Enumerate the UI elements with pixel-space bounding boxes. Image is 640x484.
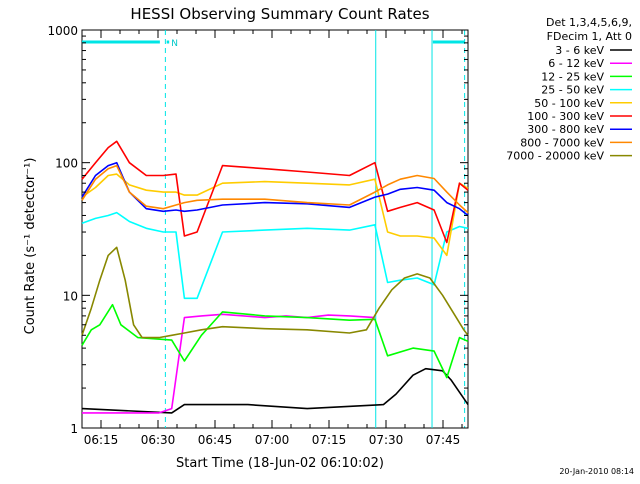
x-tick-label: 06:15 xyxy=(84,433,119,447)
legend-label: 800 - 7000 keV xyxy=(520,136,604,149)
series-line-3-6-kev xyxy=(81,367,469,414)
legend-header-line-1: Det 1,3,4,5,6,9, xyxy=(546,16,632,29)
legend-label: 100 - 300 keV xyxy=(527,110,604,123)
x-tick-label: 06:30 xyxy=(141,433,176,447)
series-layer xyxy=(81,140,469,414)
series-line-25-50-kev xyxy=(81,211,469,300)
x-tick-label: 07:45 xyxy=(426,433,461,447)
attenuator-label: N xyxy=(171,39,178,49)
attenuator-bars: N xyxy=(82,39,465,49)
y-tick-label: 1000 xyxy=(47,24,78,38)
axes: 06:15 06:30 06:45 07:00 07:15 07:30 07:45 1 10 10… xyxy=(47,24,468,447)
legend-label: 50 - 100 keV xyxy=(534,97,604,110)
y-tick-label: 100 xyxy=(55,157,78,171)
series-line-6-12-kev xyxy=(82,313,375,414)
plot-frame xyxy=(81,29,469,429)
legend-label: 7000 - 20000 keV xyxy=(506,150,604,163)
plot-area: N xyxy=(81,29,469,429)
x-tick-label: 06:45 xyxy=(198,433,233,447)
y-axis-label: Count Rate (s⁻¹ detector⁻¹) xyxy=(23,158,38,335)
y-tick-label: 1 xyxy=(70,422,78,436)
legend-label: 12 - 25 keV xyxy=(541,70,604,83)
series-line-100-300-kev xyxy=(81,140,469,244)
legend-label: 25 - 50 keV xyxy=(541,84,604,97)
chart-title: HESSI Observing Summary Count Rates xyxy=(130,5,429,23)
series-line-50-100-kev xyxy=(81,173,469,257)
x-axis-label: Start Time (18-Jun-02 06:10:02) xyxy=(176,456,384,471)
series-line-12-25-kev xyxy=(81,303,469,379)
x-tick-label: 07:30 xyxy=(369,433,404,447)
series-line-800-7000-kev xyxy=(81,164,469,214)
y-tick-label: 10 xyxy=(63,289,78,303)
legend-label: 300 - 800 keV xyxy=(527,123,604,136)
legend: Det 1,3,4,5,6,9, FDecim 1, Att 0 3 - 6 k… xyxy=(506,16,632,163)
x-tick-label: 07:15 xyxy=(312,433,347,447)
legend-label: 6 - 12 keV xyxy=(548,57,604,70)
legend-label: 3 - 6 keV xyxy=(555,44,604,57)
series-line-7000-20000-kev xyxy=(81,246,469,339)
legend-header-line-2: FDecim 1, Att 0 xyxy=(547,30,632,43)
footer-timestamp: 20-Jan-2010 08:14 xyxy=(559,467,634,476)
x-tick-label: 07:00 xyxy=(255,433,290,447)
